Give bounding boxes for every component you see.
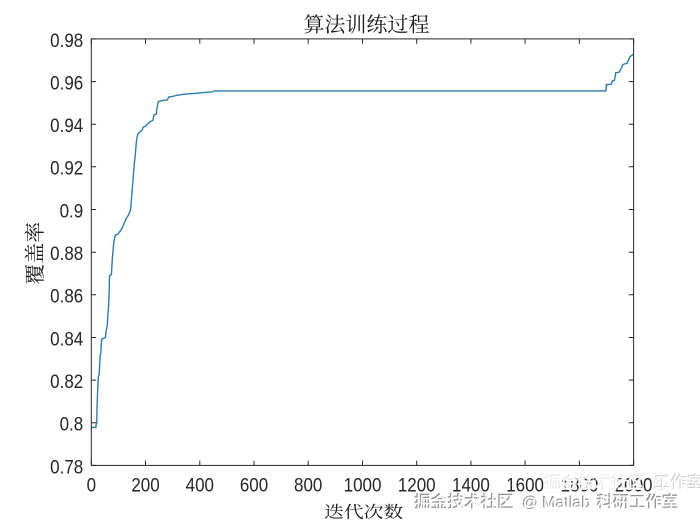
svg-text:0.92: 0.92 <box>50 158 83 179</box>
svg-text:0: 0 <box>87 474 96 495</box>
svg-text:Matlab: Matlab <box>543 495 591 512</box>
svg-text:600: 600 <box>240 474 268 495</box>
svg-text:0.78: 0.78 <box>50 456 83 477</box>
svg-text:1200: 1200 <box>398 474 436 495</box>
svg-text:@: @ <box>522 494 538 511</box>
svg-text:1000: 1000 <box>344 474 382 495</box>
svg-text:1600: 1600 <box>506 474 544 495</box>
svg-text:200: 200 <box>131 474 159 495</box>
svg-text:0.96: 0.96 <box>50 73 83 94</box>
svg-text:0.88: 0.88 <box>50 243 83 264</box>
svg-text:1400: 1400 <box>452 474 490 495</box>
svg-text:400: 400 <box>186 474 214 495</box>
svg-text:0.86: 0.86 <box>50 286 83 307</box>
svg-text:Matlab: Matlab <box>542 494 590 511</box>
svg-text:0.98: 0.98 <box>50 30 83 51</box>
svg-text:0.9: 0.9 <box>60 200 84 221</box>
svg-text:0.82: 0.82 <box>50 371 83 392</box>
svg-text:0.94: 0.94 <box>50 115 83 136</box>
svg-text:0.84: 0.84 <box>50 328 83 349</box>
svg-text:@: @ <box>523 495 539 512</box>
svg-text:800: 800 <box>294 474 322 495</box>
svg-text:0.8: 0.8 <box>60 414 84 435</box>
